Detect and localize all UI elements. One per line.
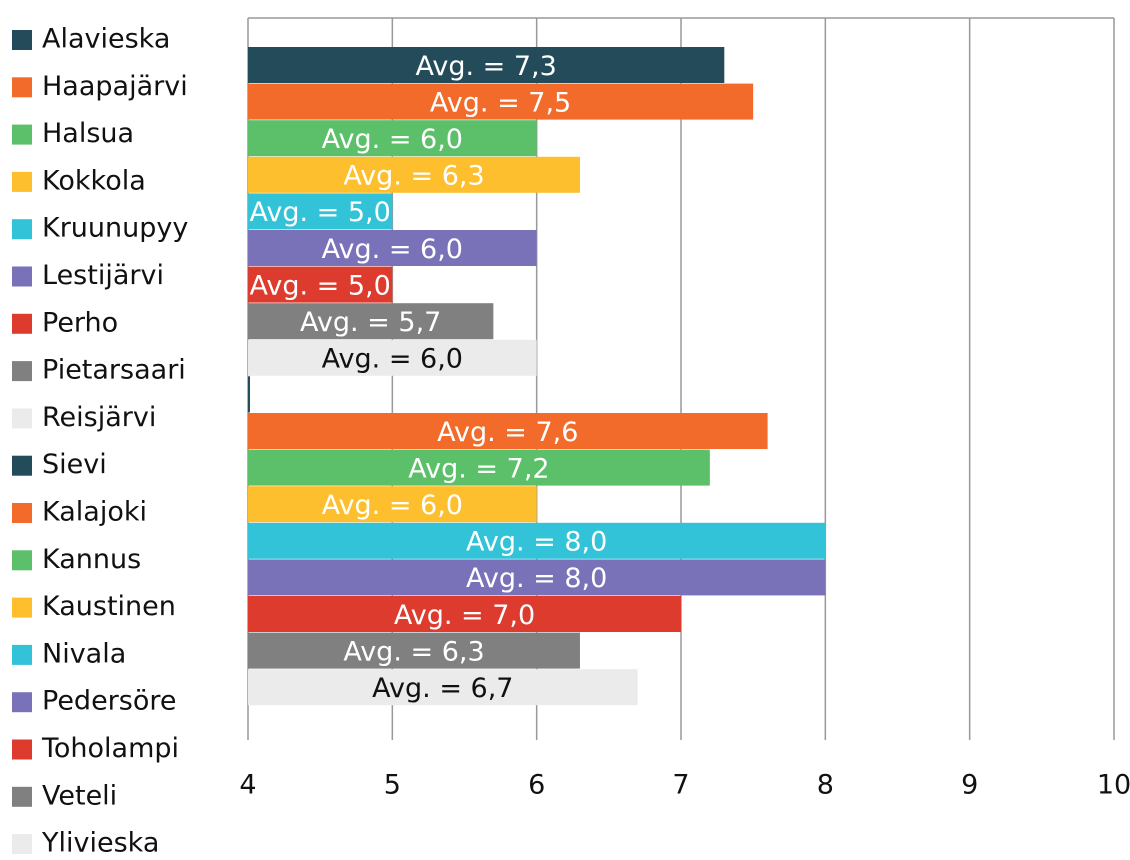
legend-swatch [12, 361, 32, 382]
bar [248, 193, 393, 230]
bar [248, 522, 826, 559]
bar [248, 669, 638, 706]
x-tick-label: 5 [384, 770, 401, 801]
legend-swatch [12, 786, 32, 807]
legend-swatch [12, 171, 32, 192]
value-label: Avg. = 5,0 [250, 270, 391, 301]
legend-label: Pietarsaari [42, 355, 186, 386]
legend-swatch [12, 77, 32, 98]
legend-label: Haapajärvi [42, 71, 188, 102]
legend-label: Ylivieska [41, 828, 159, 859]
legend-label: Kalajoki [42, 497, 147, 528]
value-label: Avg. = 6,0 [322, 234, 463, 265]
legend-label: Kokkola [42, 165, 146, 196]
value-label: Avg. = 7,0 [394, 600, 535, 631]
bar [248, 266, 393, 303]
bar [248, 230, 537, 266]
legend-swatch [12, 124, 32, 145]
value-label: Avg. = 7,2 [408, 453, 549, 484]
value-label: Avg. = 6,0 [322, 124, 463, 155]
legend-swatch [12, 30, 32, 50]
bar [248, 376, 250, 413]
x-tick-label: 6 [528, 770, 545, 801]
bar [248, 339, 537, 376]
value-label: Avg. = 6,0 [322, 490, 463, 521]
value-label: Avg. = 5,0 [250, 197, 391, 228]
legend-label: Kaustinen [42, 591, 176, 622]
bar [248, 120, 537, 157]
bar [248, 156, 580, 193]
legend-swatch [12, 219, 32, 240]
legend-swatch [12, 550, 32, 571]
bar [248, 449, 710, 486]
legend-swatch [12, 408, 32, 429]
legend-label: Veteli [42, 780, 117, 811]
x-tick-label: 8 [817, 770, 834, 801]
x-tick-label: 4 [239, 770, 256, 801]
value-label: Avg. = 8,0 [466, 563, 607, 594]
legend-label: Kannus [42, 544, 141, 575]
bar [248, 413, 768, 449]
value-label: Avg. = 6,3 [343, 636, 484, 667]
value-label: Avg. = 6,7 [372, 673, 513, 704]
x-tick-label: 10 [1097, 770, 1130, 801]
value-label: Avg. = 6,3 [343, 161, 484, 192]
legend-label: Kruunupyy [42, 213, 188, 244]
value-label: Avg. = 5,7 [300, 307, 441, 338]
legend-swatch [12, 644, 32, 665]
legend-label: Pedersöre [42, 686, 177, 717]
bar [248, 486, 537, 523]
bar [248, 303, 494, 340]
legend-label: Alavieska [42, 24, 170, 55]
legend-label: Perho [42, 307, 118, 338]
legend-label: Toholampi [41, 733, 179, 764]
value-label: Avg. = 7,3 [415, 51, 556, 82]
legend-swatch [12, 692, 32, 713]
bar [248, 596, 681, 632]
value-label: Avg. = 6,0 [322, 344, 463, 375]
legend-label: Lestijärvi [42, 260, 164, 291]
bar [248, 632, 580, 669]
legend-swatch [12, 455, 32, 476]
legend-label: Reisjärvi [42, 402, 156, 433]
legend-swatch [12, 834, 32, 855]
bar [248, 83, 754, 120]
legend-label: Halsua [42, 118, 134, 149]
legend-swatch [12, 739, 32, 760]
bar [248, 47, 725, 83]
value-label: Avg. = 7,5 [430, 87, 571, 118]
legend-swatch [12, 597, 32, 618]
x-tick-label: 7 [672, 770, 689, 801]
bar [248, 559, 826, 596]
legend-label: Sievi [42, 449, 107, 480]
legend-swatch [12, 313, 32, 334]
value-label: Avg. = 8,0 [466, 527, 607, 558]
legend-label: Nivala [42, 638, 126, 669]
x-tick-label: 9 [961, 770, 978, 801]
legend-swatch [12, 503, 32, 523]
legend-swatch [12, 266, 32, 287]
value-label: Avg. = 7,6 [437, 417, 578, 448]
